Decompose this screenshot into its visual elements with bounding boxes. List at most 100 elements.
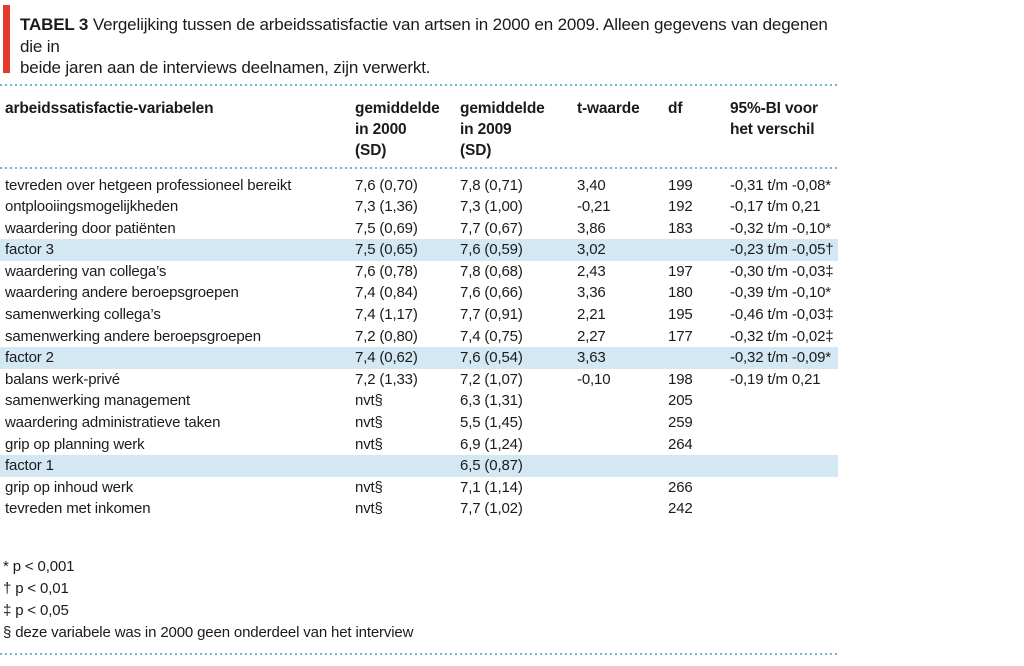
table-header-row: arbeidssatisfactie-variabelen gemiddelde… [0, 86, 838, 167]
table-row: grip op planning werk nvt§ 6,9 (1,24) 26… [0, 434, 838, 456]
cell-variable: samenwerking management [5, 392, 190, 410]
cell-mean-2009: 6,5 (0,87) [460, 457, 523, 475]
cell-ci [730, 498, 838, 520]
cell-df: 180 [668, 284, 693, 302]
cell-t-value [577, 455, 668, 477]
table-row: samenwerking collega’s 7,4 (1,17) 7,7 (0… [0, 304, 838, 326]
caption-body: Vergelijking tussen de arbeidssatisfacti… [20, 15, 828, 77]
table-row: tevreden met inkomen nvt§ 7,7 (1,02) 242 [0, 498, 838, 520]
table-row: grip op inhoud werk nvt§ 7,1 (1,14) 266 [0, 477, 838, 499]
table-figure: TABEL 3 Vergelijking tussen de arbeidssa… [0, 5, 838, 655]
cell-t-value: -0,21 [577, 198, 611, 216]
cell-mean-2000: 7,3 (1,36) [355, 198, 418, 216]
table-row: tevreden over hetgeen professioneel bere… [0, 175, 838, 197]
cell-mean-2009: 6,3 (1,31) [460, 392, 523, 410]
col-header-ci: 95%-BI voor het verschil [730, 99, 818, 138]
cell-ci: -0,32 t/m -0,10* [730, 219, 831, 237]
cell-df: 183 [668, 219, 693, 237]
dotted-rule-bottom [0, 653, 838, 655]
table-row: factor 2 7,4 (0,62) 7,6 (0,54) 3,63 -0,3… [0, 347, 838, 369]
cell-mean-2000: 7,6 (0,78) [355, 262, 418, 280]
cell-variable: tevreden over hetgeen professioneel bere… [5, 176, 292, 194]
cell-mean-2000: 7,4 (0,62) [355, 349, 418, 367]
col-header-variable: arbeidssatisfactie-variabelen [5, 99, 214, 117]
cell-mean-2009: 7,8 (0,71) [460, 176, 523, 194]
table-row: samenwerking andere beroepsgroepen 7,2 (… [0, 326, 838, 348]
dotted-rule-top [0, 83, 838, 86]
table-row: factor 3 7,5 (0,65) 7,6 (0,59) 3,02 -0,2… [0, 239, 838, 261]
table-row: waardering door patiënten 7,5 (0,69) 7,7… [0, 218, 838, 240]
footnotes: * p < 0,001 † p < 0,01 ‡ p < 0,05 § deze… [0, 556, 838, 644]
cell-variable: factor 2 [5, 349, 54, 367]
cell-mean-2000: nvt§ [355, 414, 383, 432]
cell-variable: balans werk-privé [5, 370, 120, 388]
cell-df: 192 [668, 198, 693, 216]
footnote-p-01: † p < 0,01 [3, 580, 69, 597]
footnote-p-05: ‡ p < 0,05 [3, 602, 69, 619]
cell-ci: -0,17 t/m 0,21 [730, 198, 821, 216]
table-row: ontplooiingsmogelijkheden 7,3 (1,36) 7,3… [0, 196, 838, 218]
cell-t-value: -0,10 [577, 370, 611, 388]
cell-t-value: 3,40 [577, 176, 606, 194]
cell-mean-2000: 7,2 (1,33) [355, 370, 418, 388]
cell-variable: samenwerking collega’s [5, 306, 161, 324]
cell-ci [730, 434, 838, 456]
cell-mean-2000: 7,4 (0,84) [355, 284, 418, 302]
cell-df: 259 [668, 414, 693, 432]
cell-variable: waardering van collega’s [5, 262, 167, 280]
cell-ci: -0,30 t/m -0,03‡ [730, 262, 834, 280]
table-row: factor 1 6,5 (0,87) [0, 455, 838, 477]
cell-t-value: 2,21 [577, 306, 606, 324]
cell-df: 199 [668, 176, 693, 194]
cell-mean-2000: nvt§ [355, 500, 383, 518]
cell-mean-2009: 5,5 (1,45) [460, 414, 523, 432]
col-header-t-value: t-waarde [577, 99, 640, 117]
cell-mean-2009: 7,7 (1,02) [460, 500, 523, 518]
cell-mean-2000 [355, 455, 460, 477]
table-row: balans werk-privé 7,2 (1,33) 7,2 (1,07) … [0, 369, 838, 391]
cell-variable: tevreden met inkomen [5, 500, 151, 518]
cell-ci [730, 412, 838, 434]
cell-df: 195 [668, 306, 693, 324]
footnote-variable: § deze variabele was in 2000 geen onderd… [3, 624, 414, 641]
cell-mean-2009: 7,8 (0,68) [460, 262, 523, 280]
cell-df: 264 [668, 435, 693, 453]
cell-ci [730, 477, 838, 499]
cell-t-value: 3,86 [577, 219, 606, 237]
cell-df: 177 [668, 327, 693, 345]
cell-mean-2009: 7,4 (0,75) [460, 327, 523, 345]
cell-variable: samenwerking andere beroepsgroepen [5, 327, 261, 345]
col-header-df: df [668, 99, 683, 117]
cell-mean-2009: 7,7 (0,91) [460, 306, 523, 324]
cell-t-value [577, 434, 668, 456]
cell-variable: waardering administratieve taken [5, 414, 221, 432]
cell-variable: ontplooiingsmogelijkheden [5, 198, 179, 216]
cell-variable: waardering door patiënten [5, 219, 176, 237]
caption-text: TABEL 3 Vergelijking tussen de arbeidssa… [20, 5, 830, 79]
cell-mean-2009: 7,6 (0,59) [460, 241, 523, 259]
cell-df [668, 239, 730, 261]
cell-mean-2000: 7,5 (0,65) [355, 241, 418, 259]
cell-variable: grip op planning werk [5, 435, 145, 453]
caption-label: TABEL 3 [20, 15, 89, 34]
cell-mean-2000: 7,4 (1,17) [355, 306, 418, 324]
cell-variable: grip op inhoud werk [5, 478, 134, 496]
cell-df: 242 [668, 500, 693, 518]
cell-mean-2009: 7,2 (1,07) [460, 370, 523, 388]
cell-t-value: 3,02 [577, 241, 606, 259]
table-row: waardering van collega’s 7,6 (0,78) 7,8 … [0, 261, 838, 283]
table-body: tevreden over hetgeen professioneel bere… [0, 169, 838, 521]
cell-mean-2000: nvt§ [355, 392, 383, 410]
cell-variable: waardering andere beroepsgroepen [5, 284, 239, 302]
cell-t-value [577, 477, 668, 499]
cell-variable: factor 1 [5, 457, 54, 475]
dotted-rule-header [0, 166, 838, 169]
cell-t-value: 2,43 [577, 262, 606, 280]
cell-mean-2000: nvt§ [355, 435, 383, 453]
cell-df [668, 347, 730, 369]
cell-mean-2009: 7,3 (1,00) [460, 198, 523, 216]
table-row: waardering administratieve taken nvt§ 5,… [0, 412, 838, 434]
cell-t-value: 2,27 [577, 327, 606, 345]
cell-mean-2009: 7,6 (0,54) [460, 349, 523, 367]
table-row: samenwerking management nvt§ 6,3 (1,31) … [0, 390, 838, 412]
